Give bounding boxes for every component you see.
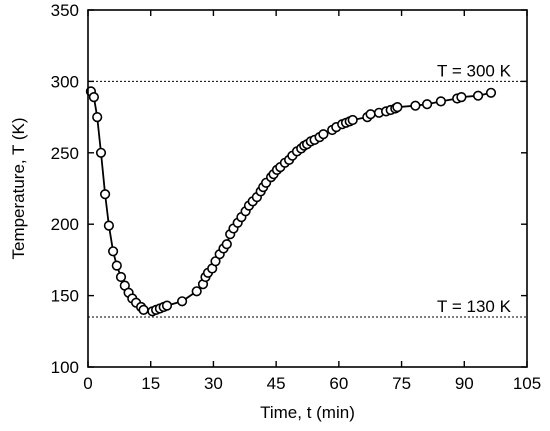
data-point xyxy=(99,189,111,200)
x-tick-label: 0 xyxy=(83,374,92,393)
data-point xyxy=(103,220,114,231)
data-point xyxy=(365,109,376,120)
data-point xyxy=(485,87,497,98)
data-point xyxy=(111,260,122,271)
data-point xyxy=(392,101,403,113)
y-tick-label: 300 xyxy=(51,72,79,91)
data-point xyxy=(347,114,358,126)
y-axis-title: Temperature, T (K) xyxy=(9,117,28,259)
data-point xyxy=(191,286,202,297)
y-tick-label: 200 xyxy=(51,215,79,234)
data-point xyxy=(410,100,421,111)
x-tick-label: 105 xyxy=(513,374,541,393)
data-point xyxy=(473,90,484,101)
x-tick-label: 30 xyxy=(204,374,223,393)
data-point xyxy=(138,304,149,316)
data-point xyxy=(422,99,433,110)
data-point xyxy=(318,129,329,140)
y-axis: 100 150 200 250 300 350 xyxy=(51,1,527,377)
x-tick-label: 75 xyxy=(392,374,411,393)
x-axis: 0 15 30 45 60 75 90 105 xyxy=(83,10,541,393)
annotation-300k: T = 300 K xyxy=(437,61,512,80)
data-point xyxy=(95,147,107,158)
data-point xyxy=(435,96,447,107)
data-point xyxy=(221,239,232,250)
y-tick-label: 100 xyxy=(51,358,79,377)
x-tick-label: 60 xyxy=(329,374,348,393)
y-tick-label: 250 xyxy=(51,144,79,163)
y-tick-label: 150 xyxy=(51,287,79,306)
data-point xyxy=(177,296,188,307)
x-axis-title: Time, t (min) xyxy=(260,403,355,422)
series-line xyxy=(90,90,492,313)
series-line-group xyxy=(90,90,492,313)
x-tick-label: 15 xyxy=(141,374,160,393)
data-points xyxy=(85,86,497,317)
annotation-130k: T = 130 K xyxy=(437,297,512,316)
data-point xyxy=(92,111,103,123)
x-tick-label: 90 xyxy=(455,374,474,393)
data-point xyxy=(107,246,119,257)
data-point xyxy=(161,300,173,311)
data-point xyxy=(88,91,99,103)
y-tick-label: 350 xyxy=(51,1,79,20)
reference-lines xyxy=(88,80,527,318)
data-point xyxy=(115,271,127,283)
x-tick-label: 45 xyxy=(267,374,286,393)
plot-frame xyxy=(87,9,528,368)
data-point xyxy=(456,91,467,103)
